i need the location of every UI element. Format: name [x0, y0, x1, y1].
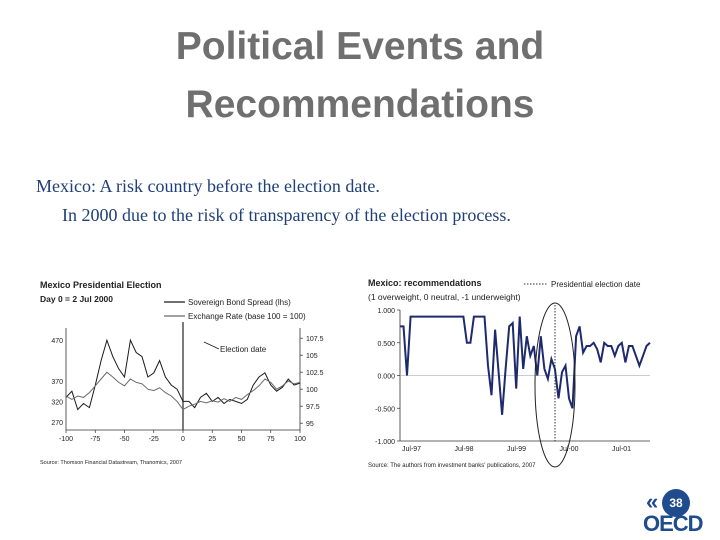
chart1-y-right-tick-label: 97.5	[306, 404, 320, 411]
chart1-y-right-tick-label: 95	[306, 421, 314, 428]
oecd-chevron-icon: «	[646, 489, 659, 514]
bond-spread-chart: Mexico Presidential Election Day 0 = 2 J…	[40, 280, 324, 466]
recommendations-chart: Mexico: recommendations (1 overweight, 0…	[368, 278, 651, 469]
chart1-x-tick-label: -75	[90, 436, 100, 443]
chart2-highlight-ellipse	[534, 302, 576, 468]
chart2-y-tick-label: -1.000	[375, 439, 395, 446]
page-number-badge: 38	[662, 489, 690, 517]
chart1-x-tick-label: -100	[59, 436, 73, 443]
body-line-1: Mexico: A risk country before the electi…	[36, 176, 380, 196]
chart1-x-tick-label: 100	[294, 436, 306, 443]
slide-title-line1: Political Events and	[175, 25, 545, 68]
chart2-source: Source: The authors from investment bank…	[368, 463, 536, 469]
chart1-y-right-tick-label: 102.5	[306, 370, 324, 377]
chart1-annotation: Election date	[220, 345, 267, 354]
chart1-series-1-line	[65, 338, 301, 411]
chart2-title: Mexico: recommendations	[368, 278, 482, 288]
slide-title-line2: Recommendations	[185, 83, 535, 126]
chart1-x-tick-label: 50	[238, 436, 246, 443]
chart2-subtitle: (1 overweight, 0 neutral, -1 underweight…	[368, 292, 521, 302]
chart1-y-left-tick-label: 470	[51, 338, 63, 345]
chart1-y-right-tick-label: 105	[306, 353, 318, 360]
chart1-x-tick-label: 0	[181, 436, 185, 443]
chart1-x-tick-label: 25	[208, 436, 216, 443]
chart1-x-tick-label: -50	[119, 436, 129, 443]
slide-body: Mexico: A risk country before the electi…	[36, 172, 511, 230]
chart2-x-tick-label: Jul-99	[507, 446, 526, 453]
chart2-legend: Presidential election date	[551, 280, 641, 289]
chart1-series-2-line	[65, 371, 301, 411]
chart2-y-tick-label: -0.500	[375, 406, 395, 413]
chart1-y-left-tick-label: 370	[51, 379, 63, 386]
chart1-source: Source: Thomson Financial Datastream, Th…	[40, 460, 182, 466]
chart2-x-tick-label: Jul-97	[402, 446, 421, 453]
chart2-x-tick-label: Jul-00	[560, 446, 579, 453]
slide-title: Political Events and Recommendations	[0, 18, 720, 134]
chart1-x-tick-label: -25	[149, 436, 159, 443]
chart2-y-tick-label: 1.000	[377, 308, 395, 315]
chart2-x-tick-label: Jul-98	[455, 446, 474, 453]
chart1-annotation-pointer	[203, 341, 220, 350]
chart1-legend-2: Exchange Rate (base 100 = 100)	[188, 312, 306, 321]
chart1-y-left-tick-label: 270	[51, 420, 63, 427]
chart2-y-tick-label: 0.000	[377, 374, 395, 381]
body-line-2: In 2000 due to the risk of transparency …	[62, 205, 511, 225]
chart2-y-tick-label: 0.500	[377, 341, 395, 348]
chart1-subtitle: Day 0 = 2 Jul 2000	[40, 294, 113, 304]
chart1-y-right-tick-label: 100	[306, 387, 318, 394]
chart1-title: Mexico Presidential Election	[40, 280, 162, 290]
chart2-recommendation-line	[400, 315, 651, 415]
chart1-y-right-tick-label: 107.5	[306, 336, 324, 343]
oecd-logo: OECD	[643, 511, 704, 536]
chart1-legend-1: Sovereign Bond Spread (lhs)	[188, 298, 291, 307]
chart1-y-left-tick-label: 320	[51, 399, 63, 406]
chart2-x-tick-label: Jul-01	[612, 446, 631, 453]
chart1-x-tick-label: 75	[267, 436, 275, 443]
